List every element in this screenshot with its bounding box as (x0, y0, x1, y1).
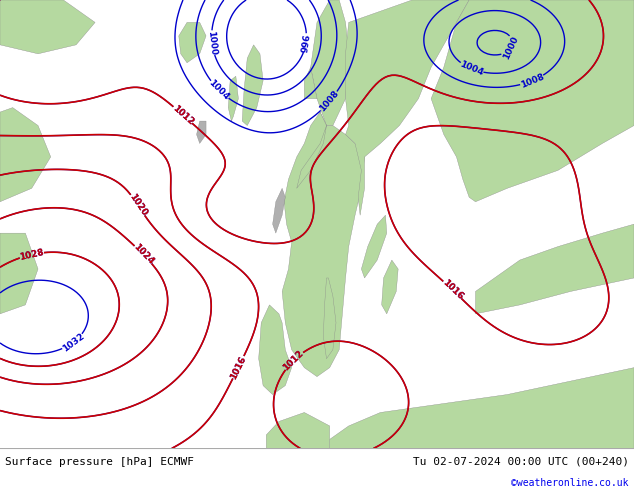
Text: 1028: 1028 (18, 247, 45, 262)
Text: 1024: 1024 (131, 243, 155, 267)
Polygon shape (197, 121, 206, 144)
Polygon shape (346, 0, 469, 215)
Text: 1016: 1016 (229, 354, 248, 380)
Text: 1004: 1004 (458, 60, 485, 77)
Polygon shape (304, 67, 317, 98)
Polygon shape (282, 112, 365, 377)
Polygon shape (0, 108, 51, 202)
Text: 996: 996 (300, 33, 312, 53)
Polygon shape (431, 0, 634, 202)
Text: 1024: 1024 (131, 243, 155, 267)
Text: 1020: 1020 (127, 192, 148, 218)
Polygon shape (330, 368, 634, 448)
Text: 1000: 1000 (206, 30, 218, 55)
Text: 1020: 1020 (127, 192, 148, 218)
Polygon shape (242, 45, 263, 125)
Text: Surface pressure [hPa] ECMWF: Surface pressure [hPa] ECMWF (5, 457, 194, 466)
Text: 1016: 1016 (440, 278, 465, 302)
Polygon shape (311, 0, 349, 125)
Text: Tu 02-07-2024 00:00 UTC (00+240): Tu 02-07-2024 00:00 UTC (00+240) (413, 457, 629, 466)
Text: 1012: 1012 (281, 348, 306, 372)
Text: 1028: 1028 (18, 247, 45, 262)
Polygon shape (0, 233, 38, 314)
Polygon shape (0, 0, 95, 54)
Text: 1032: 1032 (60, 331, 86, 353)
Polygon shape (266, 413, 330, 448)
Text: ©weatheronline.co.uk: ©weatheronline.co.uk (512, 477, 629, 488)
Polygon shape (179, 23, 206, 63)
Text: 1016: 1016 (229, 354, 248, 380)
Polygon shape (228, 76, 238, 121)
Text: 1012: 1012 (171, 103, 195, 126)
Polygon shape (316, 112, 327, 144)
Polygon shape (323, 278, 336, 359)
Text: 1012: 1012 (281, 348, 306, 372)
Text: 1008: 1008 (519, 72, 545, 90)
Polygon shape (476, 224, 634, 314)
Text: 1000: 1000 (502, 34, 521, 60)
Polygon shape (273, 188, 285, 233)
Polygon shape (361, 215, 387, 278)
Text: 1004: 1004 (207, 78, 231, 102)
Text: 1012: 1012 (171, 103, 195, 126)
Polygon shape (259, 305, 292, 394)
Text: 1016: 1016 (440, 278, 465, 302)
Polygon shape (382, 260, 398, 314)
Text: 1008: 1008 (318, 89, 341, 114)
